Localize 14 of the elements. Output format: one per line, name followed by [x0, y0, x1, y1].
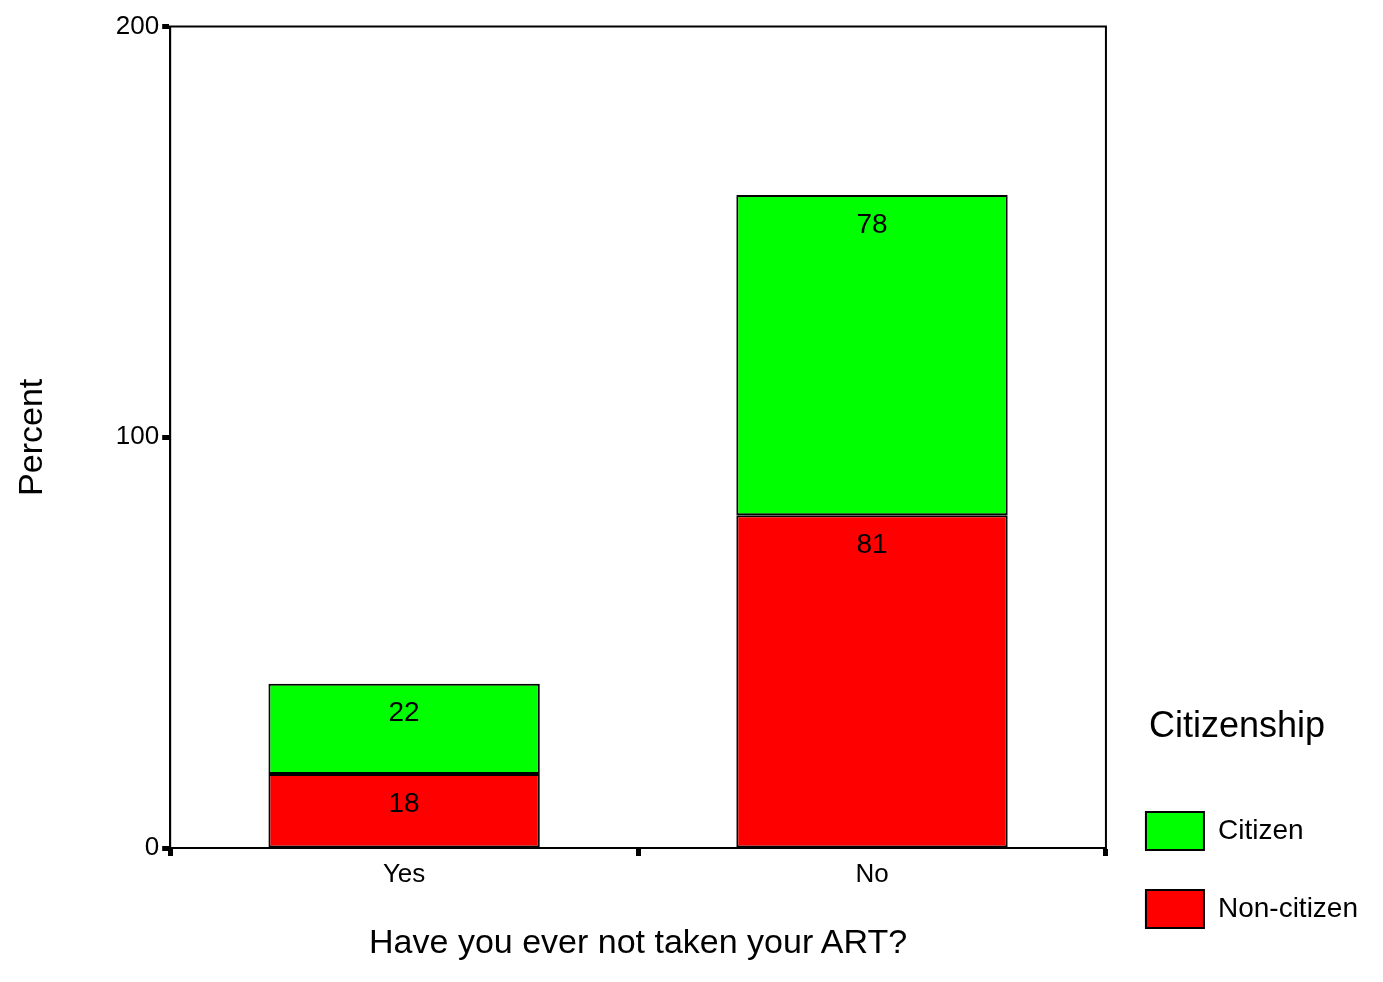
- x-tick-label: Yes: [382, 857, 426, 888]
- y-tick-label: 0: [144, 831, 160, 862]
- x-axis-title: Have you ever not taken your ART?: [369, 921, 908, 960]
- data-label: 81: [856, 528, 888, 560]
- y-axis-title: Percent: [10, 378, 49, 496]
- y-tick-label: 100: [115, 420, 160, 451]
- legend-label: Citizen: [1217, 813, 1304, 845]
- legend-label: Non-citizen: [1217, 891, 1359, 923]
- x-tick-label: No: [855, 857, 889, 888]
- data-label: 22: [388, 696, 420, 728]
- data-label: 78: [856, 207, 888, 239]
- y-tick-label: 200: [115, 9, 160, 40]
- data-label: 18: [388, 786, 420, 818]
- legend-title: Citizenship: [1148, 703, 1326, 745]
